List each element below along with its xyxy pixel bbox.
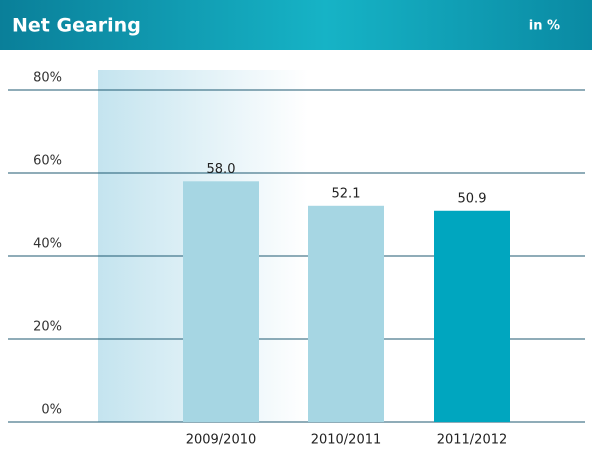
value-label: 50.9 [458,191,487,206]
x-tick-label: 2011/2012 [437,433,508,448]
y-tick-label: 80% [33,71,62,86]
x-tick-label: 2010/2011 [311,433,382,448]
y-tick-label: 60% [33,154,62,169]
value-label: 58.0 [207,162,236,177]
y-tick-label: 0% [41,403,62,418]
y-tick-label: 20% [33,320,62,335]
chart-title: Net Gearing [12,15,141,37]
x-tick-label: 2009/2010 [186,433,257,448]
value-label: 52.1 [332,186,361,201]
header-bar [0,0,592,50]
unit-label: in % [529,19,560,34]
bar [308,205,384,422]
y-tick-label: 40% [33,237,62,252]
bar [434,210,510,422]
bar [183,181,259,422]
